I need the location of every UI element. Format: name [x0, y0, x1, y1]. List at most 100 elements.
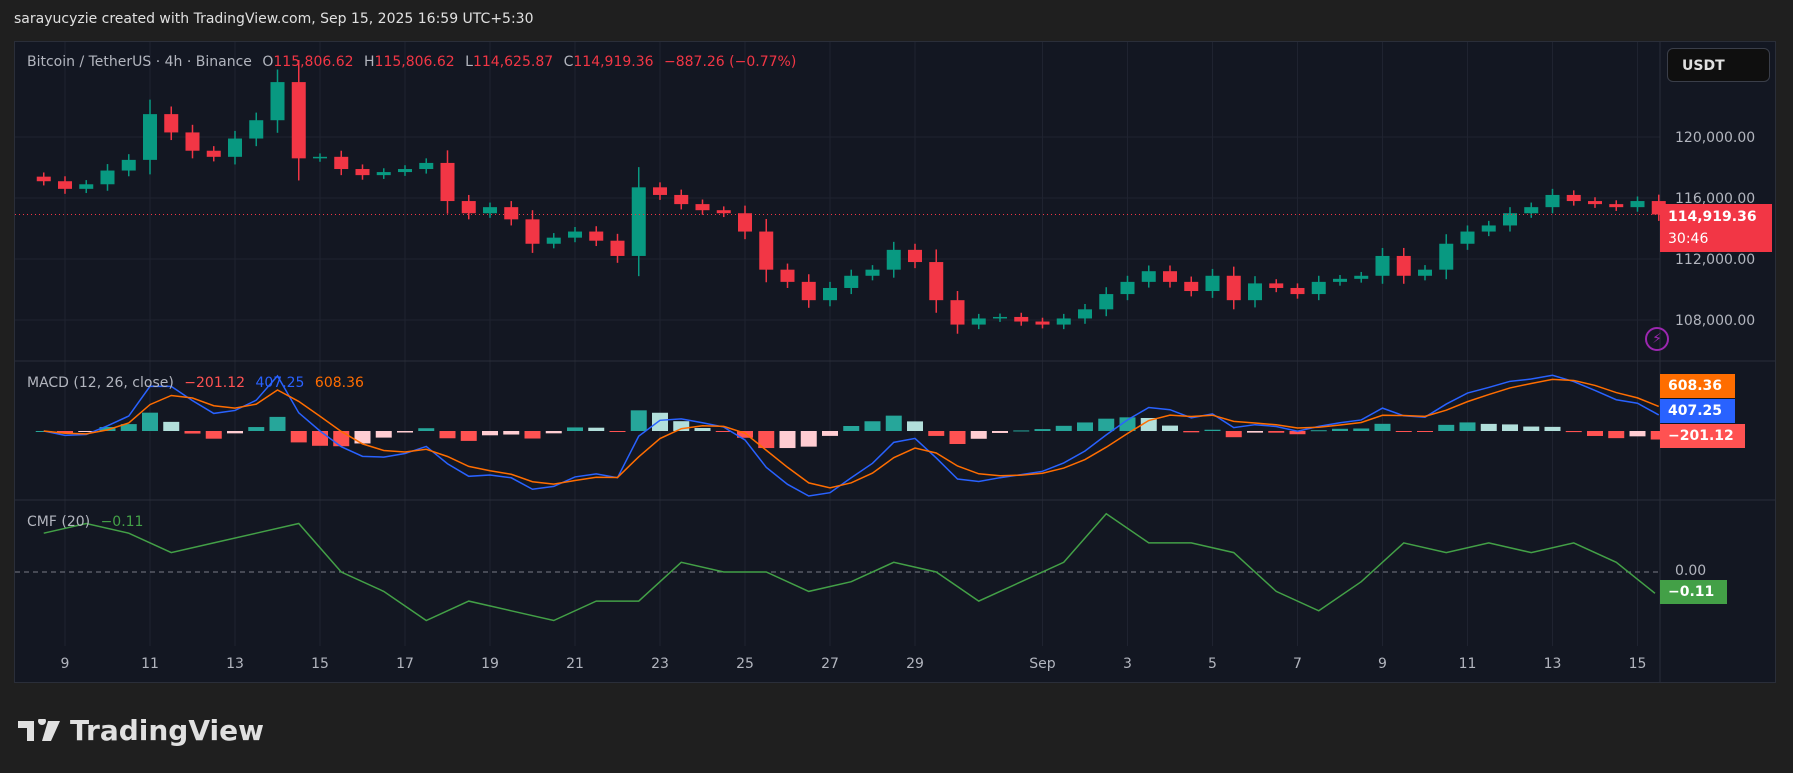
macd-histogram-bar [142, 412, 158, 431]
time-axis-label: 9 [1378, 656, 1387, 672]
time-axis-label: 25 [736, 656, 754, 672]
macd-histogram-bar [1650, 431, 1667, 440]
last-price: 114,919.36 [1668, 209, 1757, 225]
candle-body [58, 181, 72, 189]
low-label: L [465, 54, 473, 70]
macd-hist-tag: −201.12 [1660, 424, 1745, 448]
macd-histogram-bar [227, 431, 243, 434]
macd-histogram-bar [163, 421, 180, 431]
macd-histogram-bar [375, 431, 392, 438]
macd-hist-value: −201.12 [184, 375, 246, 391]
open-label: O [262, 54, 274, 70]
candle-body [971, 318, 986, 325]
macd-histogram-bar [822, 431, 838, 436]
time-axis-label: 7 [1293, 656, 1302, 672]
macd-signal-line [43, 378, 1660, 489]
candle-body [1354, 275, 1369, 279]
high-label: H [364, 54, 375, 70]
time-axis-label: 5 [1208, 656, 1217, 672]
macd-histogram-bar [120, 424, 137, 431]
candle-body [1184, 281, 1199, 292]
macd-histogram-bar [503, 431, 520, 435]
macd-histogram-bar [885, 415, 902, 431]
macd-histogram-bar [1608, 431, 1625, 439]
close-value: 114,919.36 [573, 54, 654, 70]
macd-legend: MACD (12, 26, close) −201.12 407.25 608.… [27, 375, 370, 391]
macd-legend-title[interactable]: MACD (12, 26, close) [27, 375, 174, 391]
macd-histogram-bar [992, 431, 1008, 433]
time-axis-label: Sep [1029, 656, 1056, 672]
cmf-legend-title[interactable]: CMF (20) [27, 514, 91, 530]
cmf-line [43, 512, 1656, 622]
macd-histogram-bar [1289, 431, 1306, 435]
macd-histogram-bar [630, 410, 647, 431]
macd-histogram-bar [1268, 431, 1285, 433]
macd-histogram-bar [78, 431, 95, 432]
candle-body [100, 170, 115, 185]
time-axis-label: 15 [311, 656, 329, 672]
macd-histogram-bar [248, 427, 265, 431]
candle-body [249, 120, 264, 139]
macd-histogram-bar [1034, 429, 1051, 431]
candle-body [1226, 275, 1241, 301]
candle-body [631, 187, 646, 256]
macd-histogram-bar [333, 431, 350, 447]
candle-body [1269, 283, 1284, 288]
candle-body [929, 262, 944, 301]
bar-countdown: 30:46 [1668, 231, 1709, 247]
candle-body [334, 156, 349, 170]
macd-histogram-bar [1374, 423, 1391, 431]
time-axis-label: 19 [481, 656, 499, 672]
macd-histogram-bar [524, 431, 541, 439]
macd-histogram-bar [354, 431, 371, 444]
macd-line-value: 407.25 [255, 375, 305, 391]
macd-histogram-bar [460, 431, 477, 441]
time-axis-label: 23 [651, 656, 669, 672]
candle-body [1014, 316, 1029, 322]
candle-body [1566, 194, 1581, 202]
macd-histogram-bar [652, 412, 668, 431]
brand-text: TradingView [70, 714, 264, 747]
price-axis-label: 120,000.00 [1675, 130, 1755, 146]
macd-histogram-bar [588, 427, 605, 431]
symbol-name[interactable]: Bitcoin / TetherUS · 4h · Binance [27, 54, 252, 70]
macd-histogram-bar [1565, 431, 1582, 433]
macd-histogram-bar [1140, 417, 1157, 431]
candle-body [1609, 204, 1624, 208]
macd-histogram-bar [1225, 431, 1242, 438]
cmf-legend: CMF (20) −0.11 [27, 514, 149, 530]
candle-body [738, 213, 752, 232]
candle-body [36, 176, 51, 182]
time-axis-label: 27 [821, 656, 839, 672]
macd-histogram-bar [1544, 426, 1561, 431]
candle-body [121, 159, 136, 171]
macd-histogram-bar [1204, 429, 1221, 431]
macd-histogram-bar [1480, 423, 1497, 431]
watermark-text: sarayucyzie created with TradingView.com… [14, 11, 534, 27]
macd-histogram-bar [205, 431, 222, 439]
macd-histogram-bar [737, 431, 753, 438]
candle-body [1333, 278, 1347, 282]
macd-histogram-bar [1013, 430, 1030, 432]
candle-body [844, 275, 859, 288]
tradingview-logo[interactable]: TradingView [18, 714, 264, 747]
macd-histogram-bar [694, 428, 711, 431]
candle-body [1205, 275, 1220, 292]
macd-histogram-bar [269, 416, 286, 431]
currency-button[interactable]: USDT [1667, 48, 1770, 82]
candle-body [440, 162, 455, 202]
time-axis-label: 13 [1544, 656, 1562, 672]
candle-body [270, 82, 285, 121]
macd-histogram-bar [949, 431, 966, 445]
candle-body [185, 132, 200, 151]
alert-icon[interactable]: ⚡ [1645, 327, 1669, 351]
time-axis-label: 3 [1123, 656, 1132, 672]
time-axis-label: 11 [141, 656, 159, 672]
candle-body [1078, 309, 1092, 319]
candle-body [546, 237, 561, 244]
macd-histogram-bar [928, 431, 945, 436]
high-value: 115,806.62 [374, 54, 455, 70]
macd-histogram-bar [1098, 418, 1115, 431]
chart-frame[interactable] [14, 41, 1776, 683]
